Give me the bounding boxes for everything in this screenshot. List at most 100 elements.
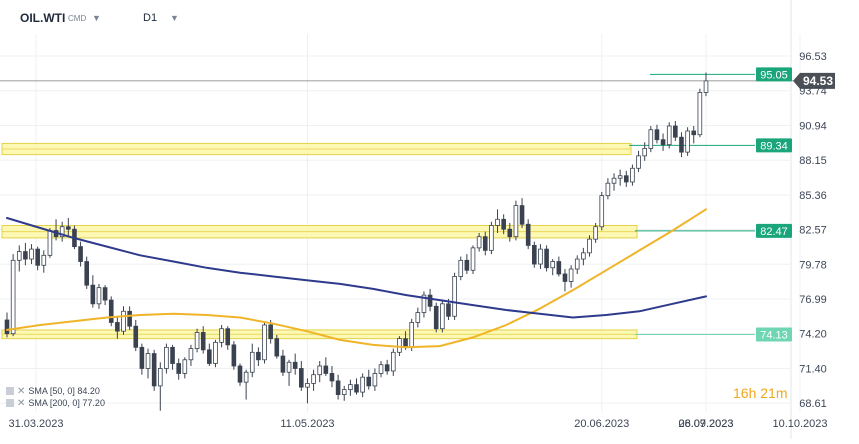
timeframe-dropdown-caret-down-icon[interactable]: ▼	[170, 13, 179, 23]
candle-body	[452, 276, 457, 317]
countdown-minutes-unit: m	[775, 385, 788, 401]
remove-indicator-icon[interactable]: ✕	[17, 398, 26, 409]
candle-body	[66, 226, 71, 230]
candle-body	[219, 328, 224, 343]
candle	[115, 316, 120, 339]
candle	[256, 347, 261, 366]
candle-body	[587, 238, 592, 254]
x-tick-label: 06.09.2023	[678, 418, 733, 430]
candle-body	[102, 287, 108, 301]
candle	[513, 200, 519, 241]
level-tag	[756, 327, 792, 342]
candle-body	[482, 236, 488, 251]
candle-body	[366, 376, 372, 387]
candle-body	[403, 338, 408, 348]
candle	[697, 88, 703, 138]
candle	[317, 361, 323, 383]
candle-body	[354, 384, 359, 393]
candle-body	[268, 324, 273, 340]
remove-indicator-icon[interactable]: ✕	[17, 386, 26, 397]
candle-body	[194, 332, 200, 349]
legend-sma-slow[interactable]: ✕ SMA [200, 0] 77.20	[6, 397, 105, 409]
candle-body	[145, 353, 151, 369]
timeframe-selector[interactable]: D1	[143, 12, 158, 24]
sma-line	[6, 217, 707, 319]
candle-body	[617, 175, 623, 179]
candle-body	[673, 125, 678, 138]
current-price-label: 94.53	[803, 74, 833, 88]
x-tick-label: 28.07.2023	[678, 418, 733, 430]
candle	[703, 72, 709, 97]
candle-body	[409, 322, 414, 348]
candle-countdown: 16h 21m	[733, 385, 788, 401]
candle	[556, 256, 562, 277]
candle-body	[164, 346, 169, 369]
candle	[440, 300, 445, 333]
candle	[237, 363, 243, 386]
candle	[562, 269, 568, 292]
candle-body	[249, 351, 255, 373]
y-tick-label: 68.61	[799, 398, 827, 410]
sma-line	[6, 208, 707, 349]
candle	[538, 244, 543, 270]
candle-body	[666, 125, 672, 146]
candle	[176, 358, 181, 380]
candle	[360, 373, 365, 398]
x-tick-label: 10.10.2023	[772, 418, 827, 430]
chart-toolbar: OIL.WTI CMD ▼ D1 ▼	[0, 0, 859, 34]
candle	[574, 255, 580, 274]
candle-body	[127, 310, 132, 327]
candle-body	[157, 368, 163, 387]
candle	[66, 218, 71, 236]
candle-body	[495, 218, 500, 226]
candle	[274, 334, 280, 359]
candle	[249, 343, 255, 378]
grid-lines	[0, 0, 801, 439]
symbol-name[interactable]: OIL.WTI	[20, 11, 66, 25]
candle	[666, 122, 672, 149]
candle	[108, 296, 114, 327]
candle-body	[476, 236, 482, 249]
candle-body	[10, 259, 16, 335]
candle	[378, 361, 384, 378]
candle	[630, 164, 635, 186]
candle-body	[280, 355, 286, 373]
candle	[568, 265, 574, 288]
candle-body	[648, 129, 654, 149]
candle-body	[446, 303, 451, 317]
candle	[617, 169, 623, 186]
candle-body	[108, 299, 114, 323]
moving-averages	[6, 208, 707, 349]
candle-body	[151, 353, 157, 387]
candle	[84, 256, 90, 289]
candle-body	[286, 361, 292, 373]
candle-body	[599, 195, 605, 228]
candle-body	[41, 254, 47, 266]
symbol-dropdown-caret-down-icon[interactable]: ▼	[92, 13, 101, 23]
candle-body	[243, 371, 249, 383]
candle	[4, 312, 10, 338]
candle	[593, 223, 598, 243]
candle	[679, 132, 684, 158]
candle	[470, 245, 476, 274]
candle	[464, 254, 470, 274]
candle-body	[562, 273, 568, 282]
candle	[673, 121, 678, 141]
candle-body	[341, 389, 347, 395]
candle-body	[292, 361, 298, 369]
candle-body	[329, 373, 335, 382]
candle	[207, 343, 212, 366]
visibility-toggle-icon[interactable]	[6, 387, 14, 395]
candle	[16, 245, 22, 272]
y-tick-label: 90.94	[799, 121, 827, 133]
legend-sma-fast[interactable]: ✕ SMA [50, 0] 84.20	[6, 385, 105, 397]
candle-body	[458, 259, 464, 277]
candle-body	[660, 139, 666, 146]
candle	[127, 306, 132, 330]
candle	[286, 359, 292, 386]
candle-body	[299, 368, 304, 388]
y-tick-label: 82.57	[799, 225, 827, 237]
visibility-toggle-icon[interactable]	[6, 399, 14, 407]
